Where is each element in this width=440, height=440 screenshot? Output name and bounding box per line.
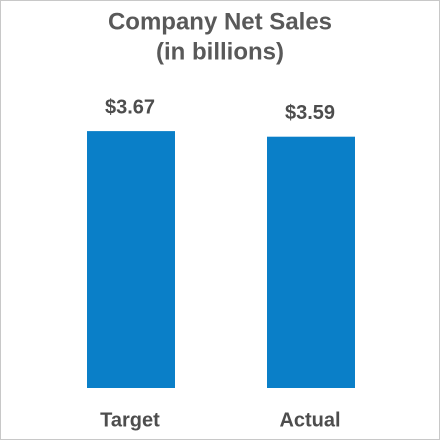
chart-title: Company Net Sales [108, 8, 332, 35]
value-label: $3.67 [105, 96, 155, 118]
chart-subtitle: (in billions) [156, 38, 284, 65]
x-tick-label: Target [100, 409, 160, 431]
bar [267, 136, 355, 388]
x-tick-label: Actual [279, 409, 340, 431]
bar [87, 131, 175, 388]
value-label: $3.59 [285, 102, 335, 124]
